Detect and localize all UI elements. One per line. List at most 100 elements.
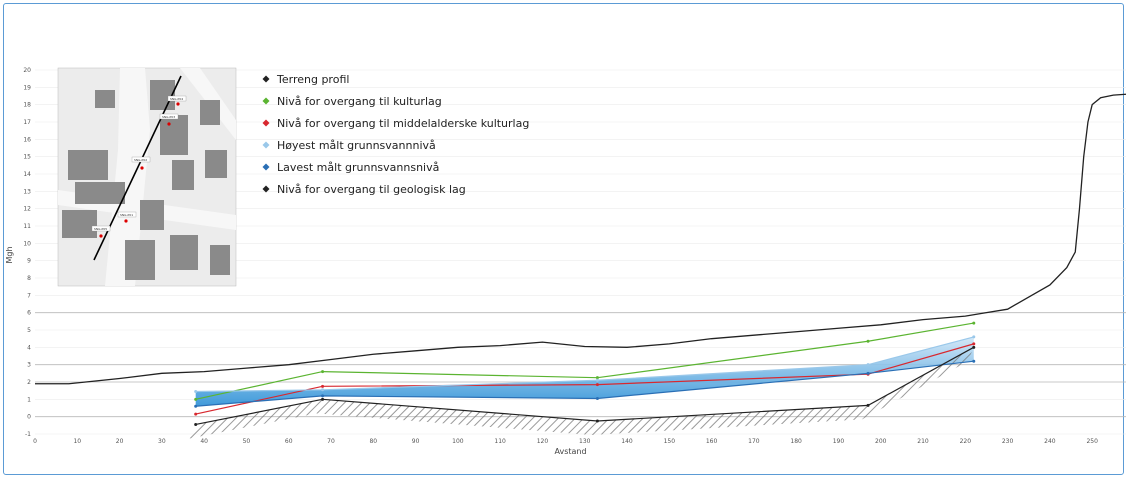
data-point	[866, 403, 870, 407]
map-label: SNG-P03	[162, 115, 175, 119]
y-tick-label: 20	[23, 67, 31, 74]
x-tick-label: 130	[579, 438, 591, 445]
groundwater-band	[195, 336, 974, 407]
data-point	[321, 397, 325, 401]
y-tick-label: 11	[23, 223, 31, 230]
x-tick-label: 250	[1086, 438, 1098, 445]
map-buildings	[62, 80, 230, 280]
x-tick-label: 60	[285, 438, 293, 445]
y-tick-label: 10	[23, 240, 31, 247]
legend-marker	[262, 97, 270, 105]
y-tick-label: 13	[23, 188, 31, 195]
data-point	[194, 412, 198, 416]
x-tick-label: 170	[748, 438, 760, 445]
x-tick-label: 40	[200, 438, 208, 445]
x-axis-label: Avstand	[554, 447, 586, 456]
x-tick-label: 50	[243, 438, 251, 445]
data-point	[194, 422, 198, 426]
geological-hatch	[189, 347, 974, 439]
x-tick-label: 150	[664, 438, 676, 445]
map-label: SNG-P01	[120, 213, 133, 217]
x-tick-label: 210	[917, 438, 929, 445]
y-tick-label: 8	[27, 275, 31, 282]
x-tick-label: 180	[790, 438, 802, 445]
data-point	[595, 383, 599, 387]
data-point	[866, 339, 870, 343]
data-point	[321, 388, 325, 392]
y-tick-label: 18	[23, 102, 31, 109]
y-tick-label: 5	[27, 327, 31, 334]
legend-label: Høyest målt grunnsvannnivå	[277, 139, 436, 152]
x-tick-label: 190	[833, 438, 845, 445]
y-tick-label: -1	[25, 431, 31, 438]
y-tick-label: 15	[23, 154, 31, 161]
y-tick-label: 0	[27, 414, 31, 421]
y-tick-label: 17	[23, 119, 31, 126]
series-line	[35, 93, 1127, 385]
data-point	[866, 363, 870, 367]
y-tick-label: 3	[27, 362, 31, 369]
data-point	[595, 396, 599, 400]
map-label: SNG-P05	[94, 227, 107, 231]
x-tick-label: 10	[73, 438, 81, 445]
y-tick-label: 9	[27, 258, 31, 265]
map-label: SNG-P04	[170, 97, 183, 101]
data-point	[972, 359, 976, 363]
data-point	[194, 390, 198, 394]
legend-marker	[262, 185, 270, 193]
map-label: SNG-P02	[134, 158, 147, 162]
x-tick-label: 220	[960, 438, 972, 445]
x-tick-label: 30	[158, 438, 166, 445]
data-point	[972, 342, 976, 346]
x-tick-label: 80	[369, 438, 377, 445]
data-point	[194, 397, 198, 401]
inset-map: SNG-P04 SNG-P03 SNG-P02 SNG-P01 SNG-P05	[57, 67, 237, 287]
data-point	[595, 376, 599, 380]
borehole-markers: SNG-P04 SNG-P03 SNG-P02 SNG-P01 SNG-P05	[91, 95, 187, 238]
x-tick-label: 120	[537, 438, 549, 445]
data-point	[972, 345, 976, 349]
x-tick-label: 140	[621, 438, 633, 445]
y-axis-label: Mgh	[5, 246, 14, 263]
x-tick-label: 90	[412, 438, 420, 445]
data-point	[595, 378, 599, 382]
data-point	[972, 335, 976, 339]
y-tick-label: 19	[23, 84, 31, 91]
y-tick-label: 4	[27, 344, 31, 351]
x-tick-label: 100	[452, 438, 464, 445]
x-tick-label: 230	[1002, 438, 1014, 445]
x-tick-label: 110	[494, 438, 506, 445]
x-tick-label: 240	[1044, 438, 1056, 445]
x-tick-label: 160	[706, 438, 718, 445]
data-point	[595, 419, 599, 423]
legend-marker	[262, 75, 270, 83]
legend-label: Lavest målt grunnsvannsnivå	[277, 161, 439, 174]
chart-frame	[3, 3, 1124, 475]
legend-label: Nivå for overgang til kulturlag	[277, 95, 442, 108]
legend-marker	[262, 163, 270, 171]
data-point	[321, 394, 325, 398]
data-point	[321, 370, 325, 374]
y-tick-label: 1	[27, 396, 31, 403]
y-tick-label: 14	[23, 171, 31, 178]
y-tick-label: 2	[27, 379, 31, 386]
y-tick-label: 7	[27, 292, 31, 299]
y-tick-label: 16	[23, 136, 31, 143]
x-tick-label: 200	[875, 438, 887, 445]
data-point	[866, 371, 870, 375]
x-tick-label: 20	[116, 438, 124, 445]
y-tick-label: 6	[27, 310, 31, 317]
data-point	[321, 384, 325, 388]
legend-label: Nivå for overgang til geologisk lag	[277, 183, 466, 196]
x-tick-label: 70	[327, 438, 335, 445]
legend-marker	[262, 141, 270, 149]
legend-label: Terreng profil	[276, 73, 349, 86]
data-point	[194, 404, 198, 408]
y-tick-label: 12	[23, 206, 31, 213]
legend-label: Nivå for overgang til middelalderske kul…	[277, 117, 529, 130]
legend-marker	[262, 119, 270, 127]
legend: Terreng profil Nivå for overgang til kult…	[262, 73, 529, 196]
data-point	[972, 321, 976, 325]
